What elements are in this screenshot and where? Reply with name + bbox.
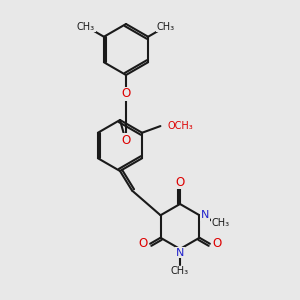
Text: O: O: [122, 134, 130, 147]
Text: CH₃: CH₃: [157, 22, 175, 32]
Text: O: O: [176, 176, 184, 189]
Text: N: N: [176, 248, 184, 258]
Text: O: O: [213, 237, 222, 250]
Text: CH₃: CH₃: [171, 266, 189, 276]
Text: OCH₃: OCH₃: [168, 121, 194, 131]
Text: O: O: [138, 237, 147, 250]
Text: CH₃: CH₃: [212, 218, 230, 228]
Text: O: O: [122, 87, 130, 101]
Text: CH₃: CH₃: [77, 22, 95, 32]
Text: N: N: [201, 210, 209, 220]
